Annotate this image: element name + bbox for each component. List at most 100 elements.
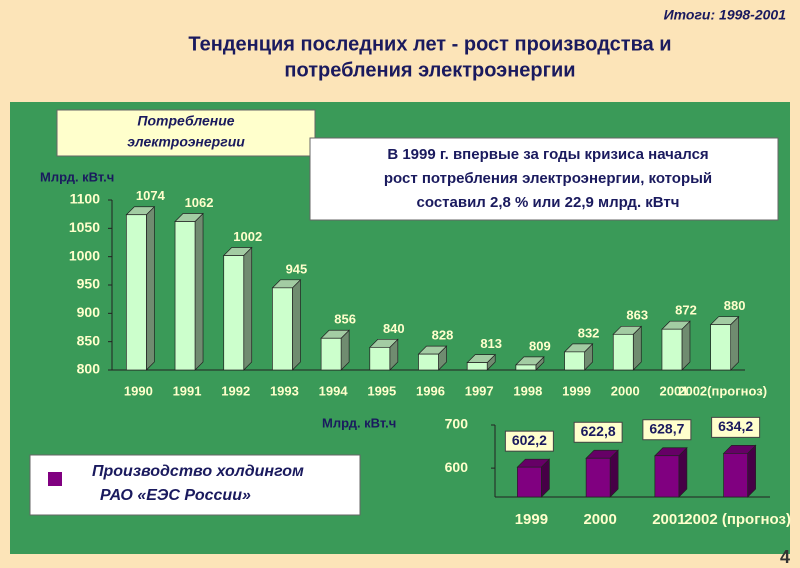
value-label: 602,2	[512, 432, 547, 448]
y-tick-label: 700	[445, 416, 469, 432]
bar-face	[585, 457, 611, 498]
x-tick-label: 2001	[660, 383, 689, 398]
value-label: 832	[578, 325, 600, 340]
y-axis-label: Млрд. кВт.ч	[322, 415, 396, 430]
x-tick-label: 1995	[367, 383, 396, 398]
bar	[125, 205, 156, 371]
y-tick-label: 900	[77, 304, 101, 320]
value-label: 945	[286, 261, 308, 276]
x-tick-label: 1994	[319, 383, 349, 398]
bar-face	[681, 320, 691, 371]
x-tick-label: 1998	[513, 383, 542, 398]
y-tick-label: 950	[77, 276, 101, 292]
bar-face	[174, 221, 196, 371]
bar	[174, 212, 204, 371]
value-label: 840	[383, 321, 405, 336]
bar-face	[678, 446, 688, 498]
title-box	[56, 109, 316, 157]
x-tick-label: 2000	[611, 383, 640, 398]
bar-face	[125, 214, 147, 371]
value-label: 622,8	[581, 423, 616, 439]
corner-label: Итоги: 1998-2001	[664, 7, 787, 23]
bar-face	[272, 287, 293, 371]
legend-swatch	[48, 472, 62, 486]
annotation: составил 2,8 % или 22,9 млрд. кВтч	[417, 194, 680, 211]
legend-box	[29, 454, 361, 516]
x-tick-label: 1992	[221, 383, 250, 398]
chart-title: Потребление	[137, 113, 234, 129]
bar-face	[654, 455, 680, 498]
bar	[515, 356, 545, 371]
x-tick-label: 2002(прогноз)	[678, 383, 767, 398]
bar	[563, 343, 594, 371]
x-tick-label: 1997	[465, 383, 494, 398]
bar	[222, 246, 253, 371]
bar	[417, 345, 448, 371]
bar	[709, 315, 740, 371]
bar-face	[710, 324, 732, 371]
bar-face	[661, 328, 683, 371]
value-label: 628,7	[649, 420, 684, 436]
annotation: рост потребления электроэнергии, который	[384, 170, 712, 187]
bar	[368, 338, 399, 371]
y-axis-label: Млрд. кВт.ч	[40, 169, 114, 184]
bar-face	[369, 346, 391, 371]
value-label: 813	[480, 336, 502, 351]
y-tick-label: 800	[77, 361, 101, 377]
bar	[271, 278, 302, 371]
x-tick-label: 2002 (прогноз)	[684, 511, 791, 528]
bar-face	[243, 246, 253, 371]
annotation: В 1999 г. впервые за годы кризиса началс…	[387, 146, 708, 163]
value-label-box	[642, 419, 692, 441]
value-label-box	[573, 421, 623, 443]
bar-face	[418, 353, 439, 371]
value-label-box	[711, 416, 761, 438]
value-label: 1074	[136, 188, 166, 203]
bar	[466, 353, 497, 371]
bar-face	[612, 333, 634, 371]
annotation-box	[309, 137, 779, 221]
bar-face	[723, 453, 748, 498]
value-label: 828	[432, 328, 454, 343]
value-label: 634,2	[718, 418, 753, 434]
value-label: 856	[334, 312, 356, 327]
legend-text: РАО «ЕЭС России»	[100, 487, 251, 504]
title: Тенденция последних лет - рост производс…	[188, 33, 671, 55]
x-tick-label: 1999	[562, 383, 591, 398]
value-label: 1062	[185, 195, 214, 210]
y-tick-label: 1100	[70, 191, 101, 207]
legend-text: Производство холдингом	[92, 463, 304, 480]
y-tick-label: 850	[77, 332, 101, 348]
bar-face	[466, 362, 488, 371]
value-label: 809	[529, 338, 551, 353]
bar-face	[747, 444, 756, 498]
x-tick-label: 1990	[124, 383, 153, 398]
x-tick-label: 1996	[416, 383, 445, 398]
bar-face	[223, 255, 245, 371]
y-tick-label: 1000	[69, 247, 100, 263]
page-number: 4	[780, 547, 790, 567]
x-tick-label: 2001	[652, 511, 685, 528]
value-label: 863	[626, 308, 648, 323]
bar-face	[145, 205, 155, 371]
bar	[661, 320, 691, 371]
value-label-box	[504, 430, 554, 452]
bar	[722, 444, 757, 498]
value-label: 1002	[233, 229, 262, 244]
y-tick-label: 1050	[69, 219, 100, 235]
bar	[654, 446, 688, 498]
bar	[516, 458, 551, 498]
x-tick-label: 1999	[515, 511, 548, 528]
x-tick-label: 2000	[583, 511, 616, 528]
bar-face	[320, 337, 342, 371]
bar-face	[515, 364, 537, 371]
x-tick-label: 1991	[173, 383, 202, 398]
bar	[320, 329, 350, 371]
value-label: 872	[675, 303, 697, 318]
bar	[585, 449, 619, 498]
bar-face	[194, 212, 204, 371]
value-label: 880	[724, 298, 746, 313]
bar-face	[564, 351, 585, 371]
bar	[612, 325, 643, 371]
